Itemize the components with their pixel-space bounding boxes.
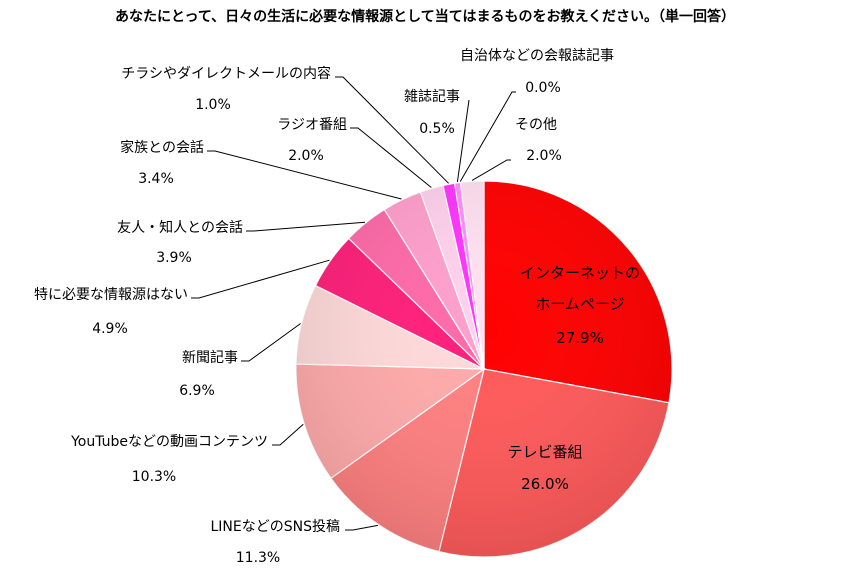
slice-value-label: 0.5% [419,121,455,137]
slice-label: YouTubeなどの動画コンテンツ [70,434,268,450]
leader-line [471,159,511,181]
slice-label: その他 [515,117,557,133]
chart-title: あなたにとって、日々の生活に必要な情報源として当てはまるものをお教えください。（… [115,8,735,25]
slice-label: 自治体などの会報誌記事 [460,47,614,64]
pie-slices [295,180,673,558]
slice-label: 友人・知人との会話 [117,219,243,236]
leader-line [345,524,378,531]
slice-value-label: 10.3% [132,469,176,485]
slice-value-label: 26.0% [521,475,569,493]
slice-value-label: 6.9% [179,383,215,399]
leader-line [459,91,516,182]
slice-label: ホームページ [535,295,624,313]
slice-value-label: 4.9% [92,321,128,337]
slice-label: インターネットの [520,264,640,282]
slice-label: テレビ番組 [507,443,582,461]
leader-lines [191,76,516,531]
leader-line [241,323,301,362]
leader-line [335,76,449,184]
slice-value-label: 11.3% [236,550,280,566]
leader-line [191,259,330,299]
pie-slice [483,180,673,404]
slice-value-label: 2.0% [526,148,562,164]
leader-line [246,221,366,232]
slice-value-label: 0.0% [525,80,561,96]
leader-line [272,423,304,446]
slice-label: 家族との会話 [120,139,204,156]
slice-label: 特に必要な情報源はない [34,287,188,303]
slice-label: チラシやダイレクトメールの内容 [121,65,331,82]
leader-line [350,127,432,188]
slice-label: 新聞記事 [182,349,238,366]
slice-value-label: 27.9% [556,329,604,347]
slice-label: LINEなどのSNS投稿 [211,519,341,535]
leader-line [456,99,470,182]
slice-label: ラジオ番組 [277,117,347,133]
slice-value-label: 2.0% [288,148,324,164]
slice-value-label: 3.4% [138,171,174,187]
slice-value-label: 3.9% [156,250,192,266]
slice-label: 雑誌記事 [404,88,460,105]
leader-line [207,150,402,200]
slice-value-label: 1.0% [195,97,231,113]
